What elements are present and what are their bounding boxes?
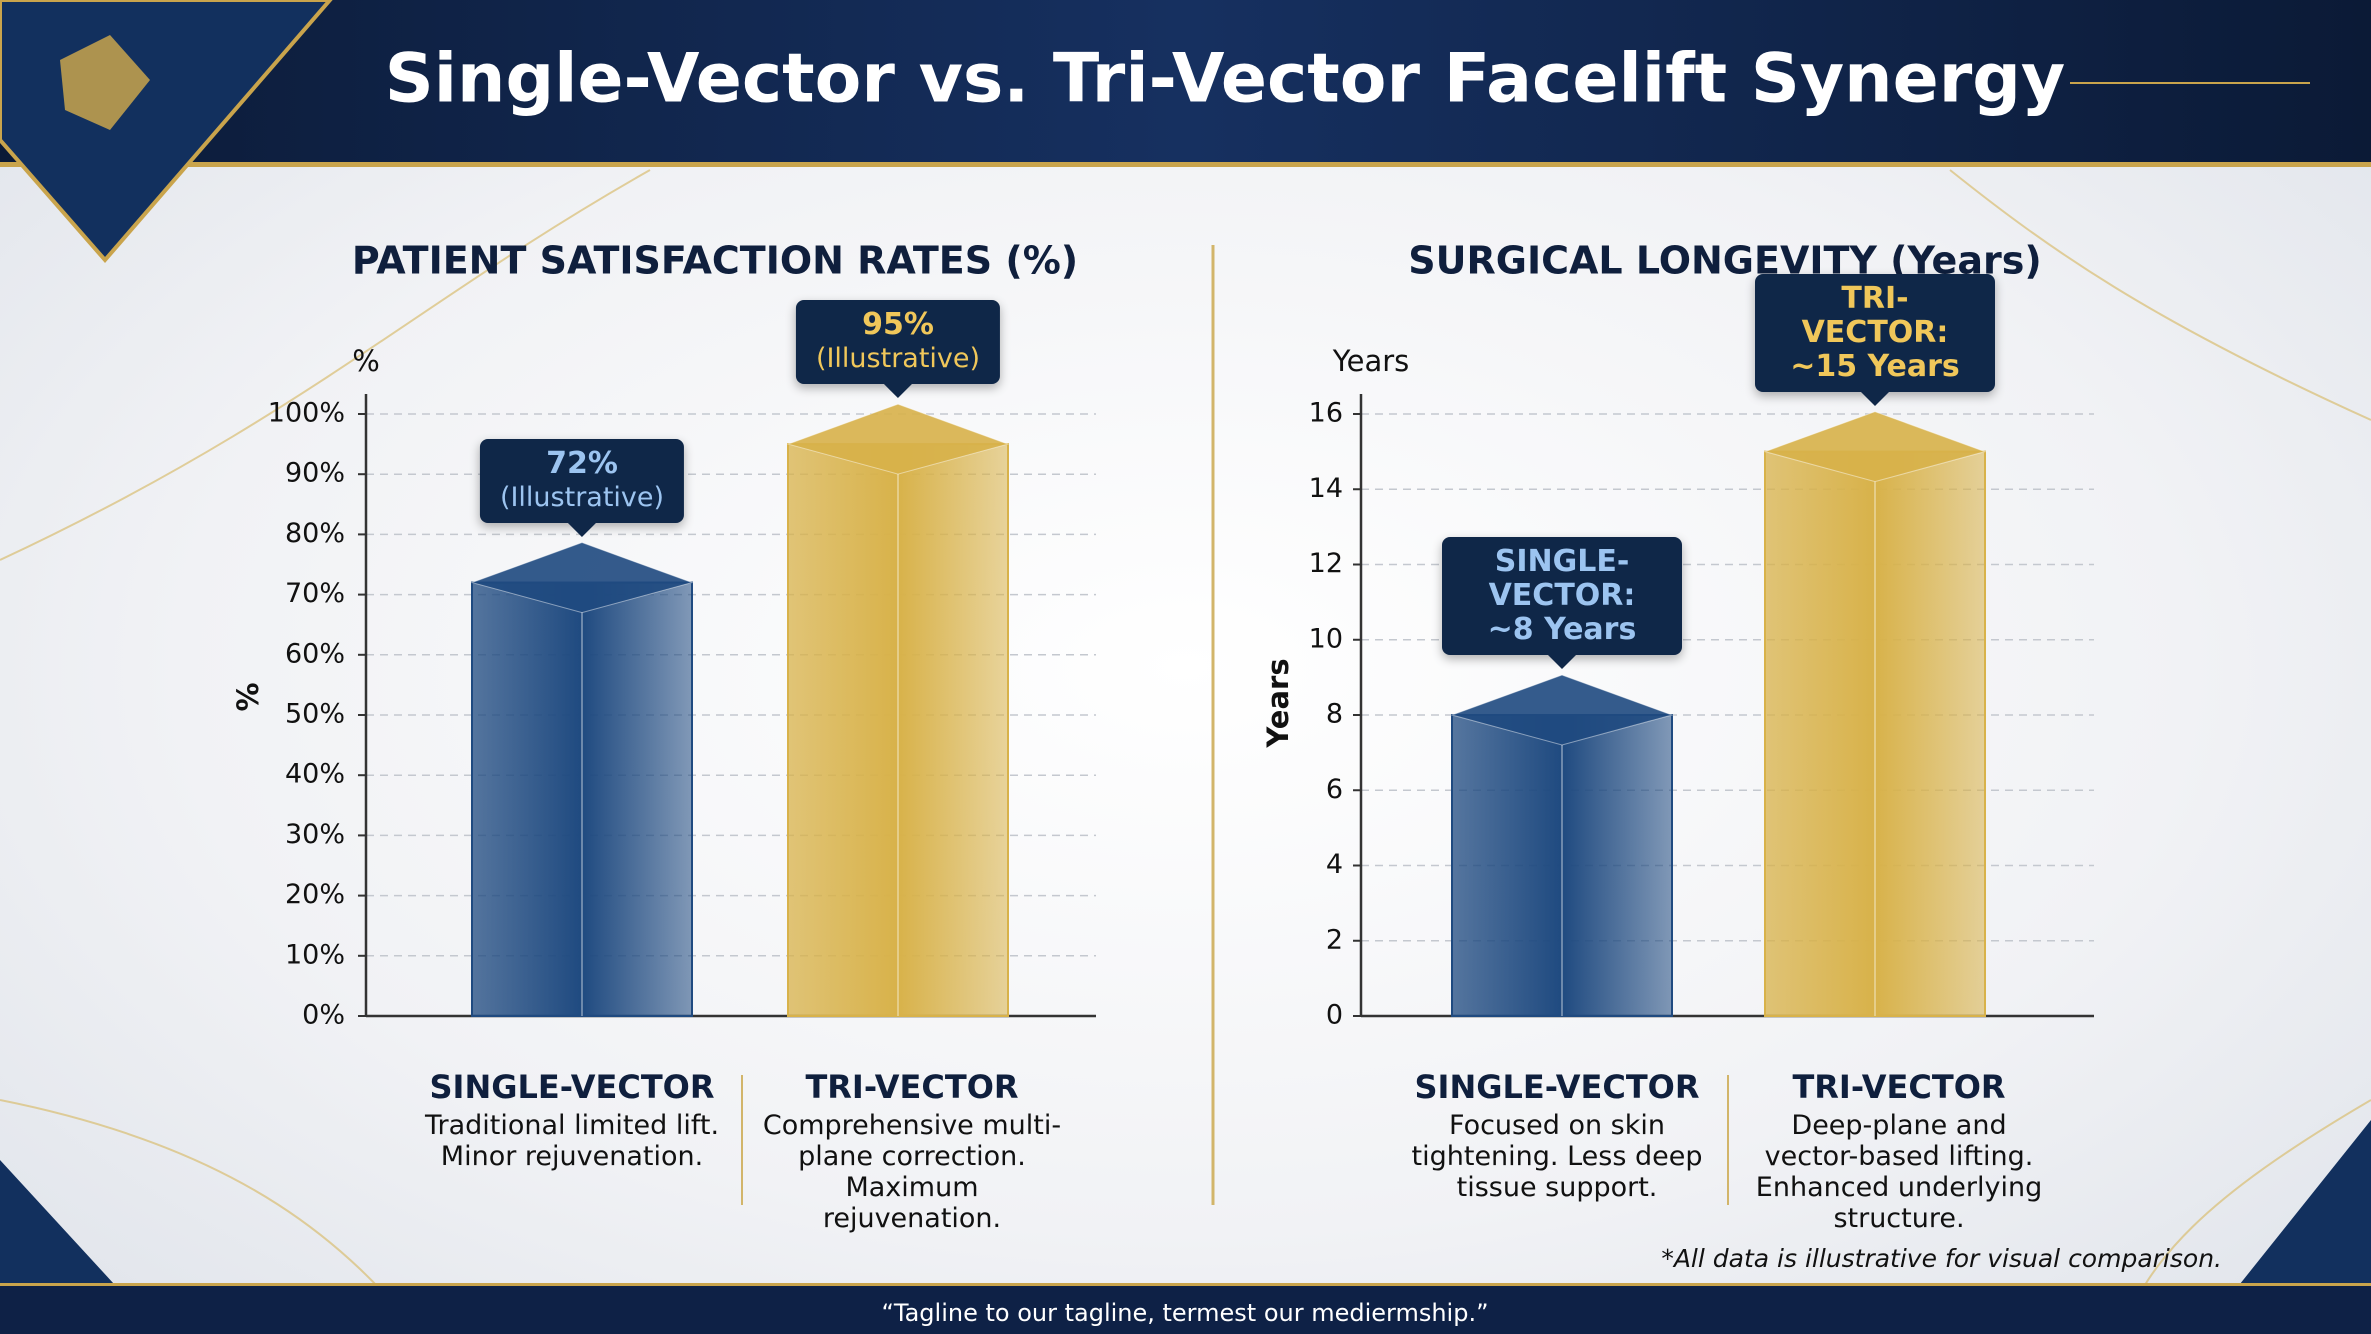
y-tick-label: 30% bbox=[285, 819, 345, 850]
header-rule bbox=[0, 162, 2371, 167]
category-description: Traditional limited lift. Minor rejuvena… bbox=[424, 1110, 720, 1172]
value-label-note: (Illustrative) bbox=[815, 343, 981, 375]
y-tick-label: 50% bbox=[285, 699, 345, 730]
y-tick-label: 80% bbox=[285, 518, 345, 549]
y-tick-label: 0 bbox=[1326, 1000, 1343, 1031]
logo bbox=[60, 35, 150, 130]
y-tick-label: 12 bbox=[1309, 548, 1343, 579]
y-tick-label: 0% bbox=[302, 1000, 345, 1031]
y-tick-label: 90% bbox=[285, 458, 345, 489]
value-label-text: TRI-VECTOR: ~15 Years bbox=[1790, 280, 1960, 384]
footnote: *All data is illustrative for visual com… bbox=[1661, 1244, 2222, 1273]
value-label: 72% (Illustrative) bbox=[479, 438, 685, 537]
bar-top bbox=[1763, 411, 1987, 483]
value-label-text: 95% bbox=[862, 307, 934, 343]
y-tick-label: 6 bbox=[1326, 774, 1343, 805]
decor-lines bbox=[0, 169, 2371, 1334]
category-label: TRI-VECTOR bbox=[805, 1068, 1019, 1106]
value-label: SINGLE-VECTOR: ~8 Years bbox=[1442, 537, 1682, 669]
bar bbox=[1764, 450, 1986, 1017]
y-tick-label: 10% bbox=[285, 939, 345, 970]
bar bbox=[471, 581, 693, 1017]
y-tick-label: 4 bbox=[1326, 849, 1343, 880]
category-label: SINGLE-VECTOR bbox=[429, 1068, 715, 1106]
y-tick-label: 40% bbox=[285, 759, 345, 790]
y-tick-label: 8 bbox=[1326, 699, 1343, 730]
y-axis-label: % bbox=[352, 344, 380, 378]
y-tick-label: 16 bbox=[1309, 398, 1343, 429]
category-description: Focused on skin tightening. Less deep ti… bbox=[1411, 1110, 1703, 1203]
bar-top bbox=[1450, 674, 1674, 746]
footer-band bbox=[0, 1285, 2371, 1334]
y-tick-label: 10 bbox=[1309, 623, 1343, 654]
tagline: “Tagline to our tagline, termest our med… bbox=[881, 1299, 1488, 1327]
page-title: Single-Vector vs. Tri-Vector Facelift Sy… bbox=[385, 40, 2065, 119]
value-label: TRI-VECTOR: ~15 Years bbox=[1755, 273, 1995, 406]
category-label: TRI-VECTOR bbox=[1792, 1068, 2006, 1106]
value-label-text: 72% bbox=[546, 445, 618, 481]
y-tick-label: 20% bbox=[285, 879, 345, 910]
y-tick-label: 70% bbox=[285, 578, 345, 609]
footer-rule bbox=[0, 1283, 2371, 1286]
y-tick-label: 14 bbox=[1309, 473, 1343, 504]
y-axis-title: % bbox=[231, 682, 265, 711]
bar bbox=[1451, 714, 1673, 1017]
value-label: 95% (Illustrative) bbox=[795, 300, 1001, 399]
header-band bbox=[0, 0, 2371, 166]
bar-top bbox=[470, 542, 694, 614]
y-tick-label: 100% bbox=[268, 398, 345, 429]
y-tick-label: 2 bbox=[1326, 924, 1343, 955]
bar-top bbox=[786, 403, 1010, 475]
y-axis-label: Years bbox=[1332, 344, 1410, 378]
y-axis-title: Years bbox=[1261, 658, 1295, 748]
category-description: Comprehensive multi-plane correction. Ma… bbox=[762, 1110, 1062, 1234]
category-description: Deep-plane and vector-based lifting. Enh… bbox=[1755, 1110, 2043, 1234]
value-label-note: (Illustrative) bbox=[499, 481, 665, 513]
category-label: SINGLE-VECTOR bbox=[1414, 1068, 1700, 1106]
bar bbox=[787, 443, 1009, 1018]
corner-ornament bbox=[2200, 1120, 2371, 1334]
value-label-text: SINGLE-VECTOR: ~8 Years bbox=[1487, 544, 1637, 647]
chart-title: PATIENT SATISFACTION RATES (%) bbox=[352, 239, 1078, 283]
y-tick-label: 60% bbox=[285, 638, 345, 669]
